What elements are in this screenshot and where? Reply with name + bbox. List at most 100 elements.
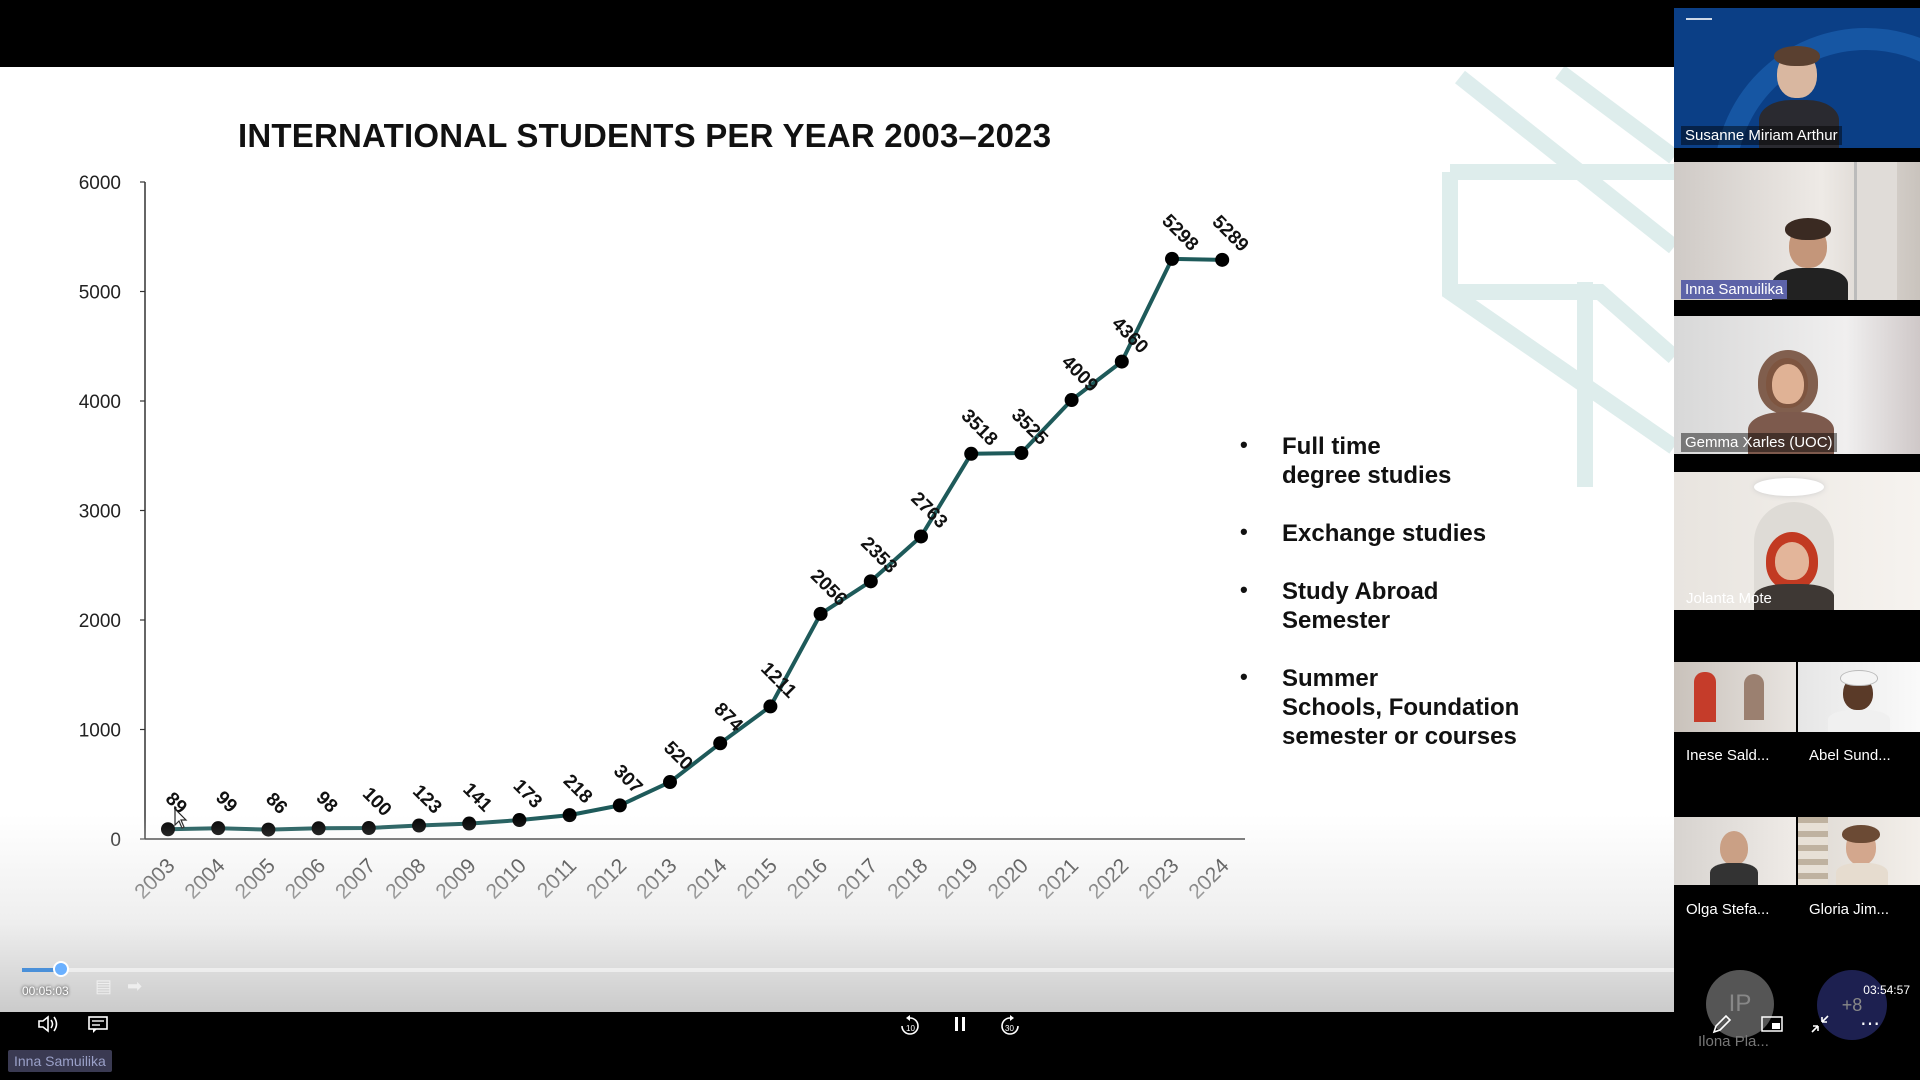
current-time: 00:05:03 [22,984,69,998]
bookshelf [1798,817,1828,885]
ceiling-light [1754,478,1824,496]
person-hat [1840,670,1878,686]
data-point [1014,446,1029,461]
player-controls: 10 30 [0,1012,1674,1044]
pause-button[interactable] [946,1014,974,1042]
data-label: 874 [709,699,747,737]
participant-name: Susanne Miriam Arthur [1681,126,1842,145]
participant-name: Jolanta Mote [1686,590,1772,607]
data-label: 173 [509,776,546,813]
participant-tile[interactable] [1798,662,1920,732]
ellipsis-icon: ⋯ [1860,1013,1880,1035]
person-body [1828,710,1890,732]
participant-tile[interactable]: Jolanta Mote [1674,472,1920,610]
data-label: 5298 [1158,211,1203,256]
data-point [813,606,828,621]
collapse-icon [1811,1015,1829,1033]
logo-icon [1686,18,1712,30]
data-label: 4009 [1057,352,1102,397]
data-label: 2056 [806,566,851,611]
footer-bar [0,1044,1920,1080]
data-point [914,529,928,544]
data-label: 99 [211,787,241,817]
avatar-participant-name: Ilona Pla... [1698,1033,1769,1050]
participant-tile[interactable] [1674,817,1796,885]
data-point [663,775,677,790]
captions-button[interactable] [84,1014,112,1042]
bullet-dot-icon: • [1240,577,1248,602]
pip-icon [1761,1016,1783,1032]
data-point [1215,252,1230,267]
annotate-button[interactable] [1710,1012,1734,1036]
data-point [1114,354,1129,369]
pencil-icon [1712,1014,1732,1034]
share-icon: ➡ [127,976,143,996]
svg-text:10: 10 [906,1024,915,1033]
participant-tile[interactable] [1798,817,1920,885]
person-hair [1785,218,1831,240]
person-body [1836,863,1888,885]
bullet-item: • Study Abroad Semester [1240,577,1439,634]
person-hair [1842,825,1880,843]
list-icon: ▤ [95,976,113,996]
person-body [1748,412,1834,454]
data-point [1165,251,1179,266]
slide-title: INTERNATIONAL STUDENTS PER YEAR 2003–202… [238,117,1052,154]
data-label: 307 [609,761,646,798]
bullet-dot-icon: • [1240,664,1248,689]
person-figure [1744,674,1764,720]
rewind-10-button[interactable]: 10 [896,1014,924,1046]
data-point [763,699,778,714]
data-point [964,446,979,461]
bullet-item: • Summer Schools, Foundation semester or … [1240,664,1520,750]
y-tick-label: 1000 [79,721,121,742]
volume-button[interactable] [34,1014,62,1042]
more-participants-button[interactable]: +8 [1817,970,1887,1040]
person-face [1772,364,1804,404]
participant-tile[interactable]: Susanne Miriam Arthur [1674,8,1920,148]
data-point [713,736,728,751]
participant-tile[interactable]: Gemma Xarles (UOC) [1674,316,1920,454]
participant-name: Abel Sund... [1809,747,1891,764]
y-tick-label: 4000 [79,392,121,413]
participants-panel: Susanne Miriam Arthur Inna Samuilika Gem… [1674,0,1920,1080]
y-tick-label: 3000 [79,502,121,523]
ghost-toolbar: ▤ ➡ [95,976,142,997]
y-tick-label: 2000 [79,611,121,632]
participant-name: Gloria Jim... [1809,901,1890,918]
participant-name: Olga Stefa... [1686,901,1770,918]
bullet-dot-icon: • [1240,519,1248,544]
bullet-item: • Exchange studies [1240,519,1487,547]
seek-thumb[interactable] [53,961,70,977]
top-black-bar [0,0,1674,67]
captions-icon [88,1016,108,1033]
person-figure [1694,672,1716,722]
data-label: 3518 [957,406,1002,451]
minimize-button[interactable] [1808,1012,1832,1036]
bullet-dot-icon: • [1240,432,1248,457]
data-label: 98 [312,787,342,817]
participant-name: Gemma Xarles (UOC) [1681,433,1837,452]
data-label: 141 [458,779,496,817]
active-speaker-label: Inna Samuilika [8,1050,112,1072]
volume-icon [38,1015,58,1033]
total-time: 03:54:57 [1863,983,1910,997]
svg-text:30: 30 [1005,1024,1014,1033]
forward-30-button[interactable]: 30 [996,1014,1024,1046]
picture-in-picture-button[interactable] [1760,1014,1784,1036]
data-point [1064,393,1079,408]
participant-name: Inna Samuilika [1681,280,1788,299]
participant-tile[interactable] [1674,662,1796,732]
y-tick-label: 5000 [79,283,121,304]
y-tick-label: 6000 [79,173,121,194]
participant-tile[interactable]: Inna Samuilika [1674,162,1920,300]
data-label: 218 [559,771,596,808]
bullet-item: • Full time degree studies [1240,432,1452,489]
door-frame [1854,162,1897,300]
seek-bar[interactable] [22,961,1674,977]
more-options-button[interactable]: ⋯ [1858,1012,1882,1036]
data-point [612,798,627,813]
data-label: 123 [408,781,445,818]
person-head [1720,831,1748,865]
series-line [167,256,1223,832]
